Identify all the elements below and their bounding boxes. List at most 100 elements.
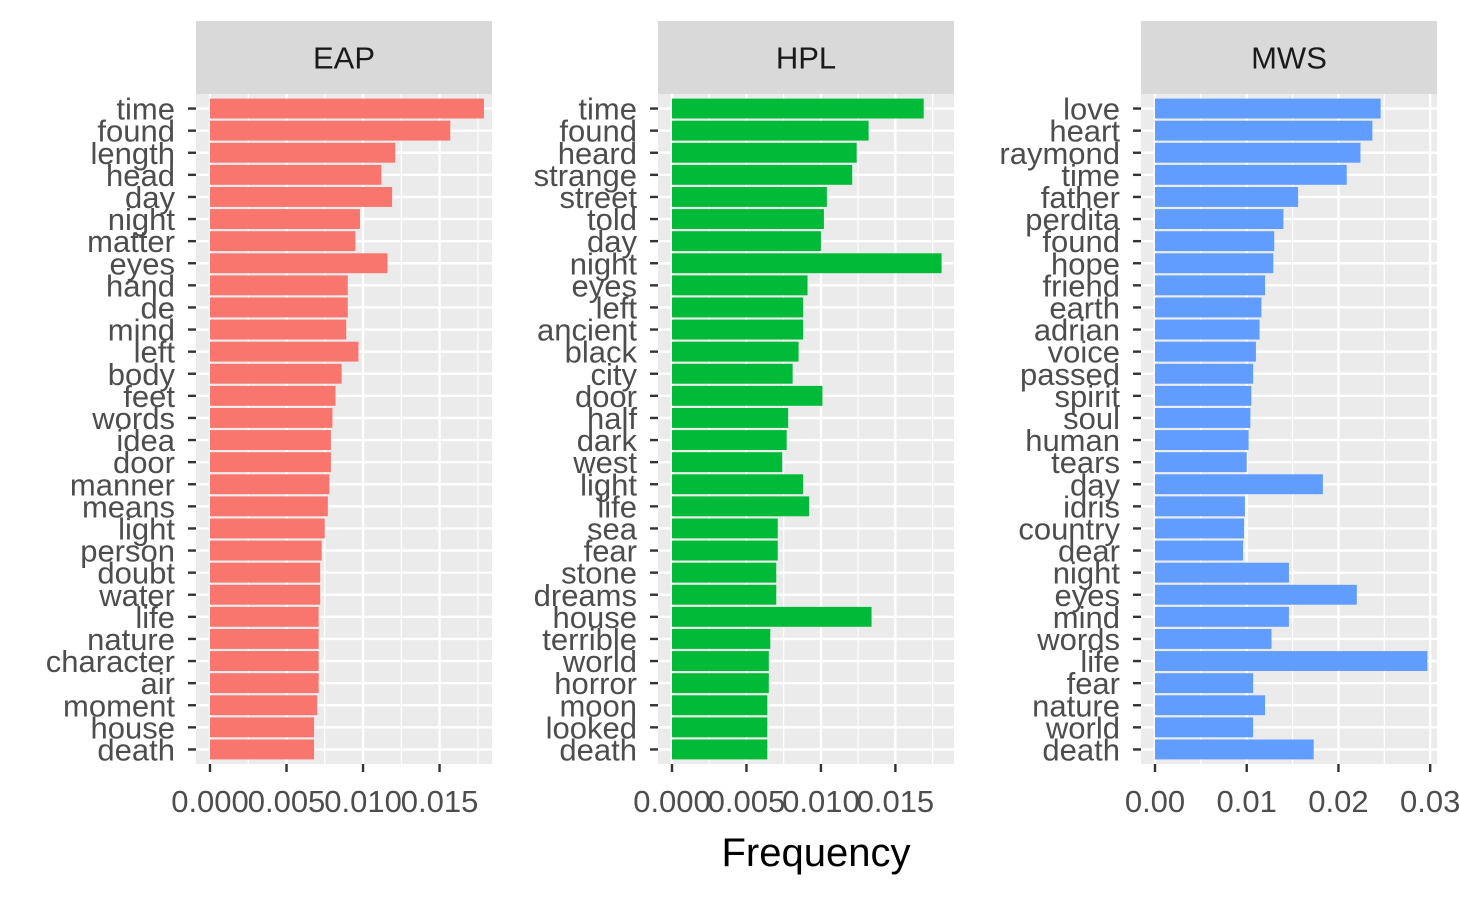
bar-eap-found	[210, 120, 451, 141]
bar-mws-eyes	[1155, 584, 1357, 605]
x-tick-label-eap: 0.010	[324, 784, 402, 819]
bar-mws-dear	[1155, 540, 1244, 561]
bar-eap-door	[210, 452, 331, 473]
y-tick-label-hpl-dreams: dreams	[534, 578, 637, 613]
y-tick-label-hpl-time: time	[578, 92, 637, 127]
y-tick-label-mws-idris: idris	[1063, 489, 1120, 524]
y-tick-label-mws-earth: earth	[1049, 290, 1120, 325]
x-tick-label-eap: 0.000	[171, 784, 249, 819]
bar-mws-love	[1155, 98, 1381, 119]
y-tick-label-eap-person: person	[80, 534, 175, 569]
bar-hpl-world	[672, 651, 769, 671]
y-tick-label-eap-nature: nature	[87, 622, 175, 657]
y-tick-label-mws-found: found	[1042, 224, 1120, 259]
y-tick-label-mws-words: words	[1036, 622, 1120, 657]
x-tick-label-mws: 0.00	[1125, 784, 1185, 819]
y-tick-label-mws-country: country	[1018, 511, 1120, 546]
y-tick-label-eap-life: life	[135, 600, 175, 635]
y-tick-label-hpl-stone: stone	[561, 556, 637, 591]
y-tick-label-eap-water: water	[98, 578, 175, 613]
bar-eap-life	[210, 606, 319, 627]
bar-mws-found	[1155, 231, 1275, 252]
bar-hpl-dark	[672, 430, 787, 450]
y-tick-label-eap-de: de	[141, 290, 175, 325]
bar-mws-earth	[1155, 297, 1262, 318]
y-tick-label-eap-manner: manner	[70, 467, 175, 502]
y-tick-label-eap-eyes: eyes	[110, 246, 175, 281]
y-tick-label-mws-world: world	[1045, 710, 1120, 745]
bar-eap-length	[210, 142, 396, 163]
y-tick-label-eap-doubt: doubt	[97, 556, 175, 591]
bar-hpl-black	[672, 341, 799, 362]
bar-mws-world	[1155, 717, 1254, 738]
facet-mws: MWS loveheartraymondtimefatherperditafoun…	[999, 21, 1459, 819]
y-tick-label-hpl-life: life	[597, 489, 637, 524]
bar-hpl-door	[672, 385, 823, 406]
x-tick-label-eap: 0.005	[248, 784, 326, 819]
bar-hpl-found	[672, 120, 869, 141]
y-tick-label-hpl-sea: sea	[587, 511, 638, 546]
bar-eap-matter	[210, 231, 356, 252]
y-tick-label-eap-death: death	[97, 732, 175, 767]
y-tick-label-hpl-night: night	[570, 246, 638, 281]
bar-hpl-half	[672, 408, 789, 428]
y-tick-label-eap-words: words	[91, 401, 175, 436]
bar-eap-left	[210, 341, 359, 362]
bar-hpl-terrible	[672, 629, 771, 649]
y-tick-label-eap-hand: hand	[106, 268, 175, 303]
bar-mws-time	[1155, 164, 1347, 185]
y-tick-label-hpl-house: house	[553, 600, 637, 635]
bar-hpl-eyes	[672, 275, 808, 296]
y-tick-label-mws-perdita: perdita	[1025, 202, 1121, 237]
y-tick-label-mws-day: day	[1070, 467, 1120, 502]
bar-mws-human	[1155, 430, 1249, 450]
bar-hpl-life	[672, 496, 810, 517]
y-tick-label-mws-nature: nature	[1032, 688, 1120, 723]
facet-strip-label-hpl: HPL	[776, 41, 836, 76]
bar-eap-hand	[210, 275, 348, 296]
x-tick-label-mws: 0.03	[1400, 784, 1459, 819]
y-tick-label-eap-moment: moment	[63, 688, 175, 723]
y-tick-label-hpl-strange: strange	[534, 158, 637, 193]
facet-strip-hpl	[658, 21, 954, 94]
y-tick-label-mws-tears: tears	[1051, 445, 1120, 480]
y-tick-label-mws-father: father	[1041, 180, 1120, 215]
bar-mws-raymond	[1155, 142, 1361, 163]
bar-mws-voice	[1155, 341, 1256, 362]
x-axis-title: Frequency	[722, 831, 911, 875]
bar-mws-perdita	[1155, 209, 1284, 229]
y-tick-label-mws-time: time	[1061, 158, 1120, 193]
bar-eap-light	[210, 518, 325, 539]
bar-hpl-horror	[672, 673, 769, 694]
facet-strip-label-mws: MWS	[1251, 41, 1327, 76]
y-tick-label-mws-mind: mind	[1053, 600, 1120, 635]
bar-eap-house	[210, 717, 315, 738]
bar-mws-friend	[1155, 275, 1266, 296]
y-tick-label-mws-human: human	[1025, 423, 1120, 458]
y-tick-label-mws-spirit: spirit	[1055, 379, 1121, 414]
y-tick-label-mws-hope: hope	[1051, 246, 1120, 281]
bar-mws-father	[1155, 187, 1299, 207]
y-tick-label-eap-character: character	[46, 644, 175, 679]
bar-eap-idea	[210, 430, 331, 450]
bar-mws-soul	[1155, 408, 1251, 428]
bar-hpl-house	[672, 606, 872, 627]
y-tick-label-hpl-half: half	[587, 401, 637, 436]
bar-hpl-heard	[672, 142, 857, 163]
y-tick-label-eap-body: body	[108, 357, 176, 392]
y-tick-label-hpl-black: black	[565, 335, 638, 370]
bar-eap-doubt	[210, 562, 321, 583]
bar-mws-idris	[1155, 496, 1245, 517]
y-tick-label-hpl-light: light	[580, 467, 637, 502]
x-tick-label-mws: 0.01	[1217, 784, 1277, 819]
bar-mws-adrian	[1155, 319, 1260, 340]
bar-mws-mind	[1155, 606, 1289, 627]
y-tick-label-hpl-terrible: terrible	[542, 622, 637, 657]
facet-strip-mws	[1141, 21, 1437, 94]
x-tick-label-mws: 0.02	[1308, 784, 1368, 819]
y-tick-label-eap-house: house	[91, 710, 175, 745]
bar-hpl-street	[672, 187, 827, 207]
y-tick-label-hpl-ancient: ancient	[537, 313, 637, 348]
y-tick-label-mws-raymond: raymond	[999, 136, 1120, 171]
bar-mws-fear	[1155, 673, 1254, 694]
